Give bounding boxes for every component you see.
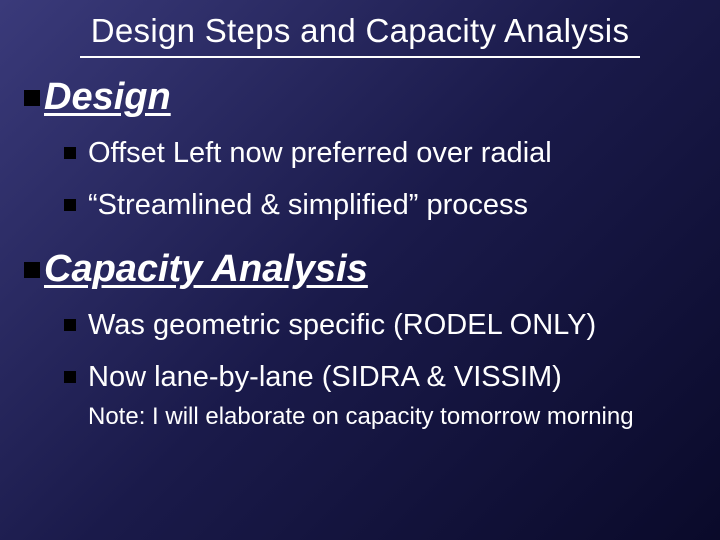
- section-heading-capacity: Capacity Analysis: [22, 248, 698, 291]
- slide: Design Steps and Capacity Analysis Desig…: [0, 0, 720, 540]
- square-bullet-icon: [24, 90, 40, 106]
- list-item-text: Offset Left now preferred over radial: [88, 135, 552, 171]
- list-item-text: Was geometric specific (RODEL ONLY): [88, 307, 596, 343]
- list-item-text: “Streamlined & simplified” process: [88, 187, 528, 223]
- section-heading-text: Capacity Analysis: [44, 248, 368, 291]
- section-heading-text: Design: [44, 76, 171, 119]
- square-bullet-icon: [64, 371, 76, 383]
- title-underline: [80, 56, 640, 58]
- slide-title: Design Steps and Capacity Analysis: [22, 12, 698, 50]
- list-item: “Streamlined & simplified” process: [64, 187, 698, 223]
- list-item: Now lane-by-lane (SIDRA & VISSIM): [64, 359, 698, 395]
- square-bullet-icon: [64, 199, 76, 211]
- square-bullet-icon: [24, 262, 40, 278]
- section-heading-design: Design: [22, 76, 698, 119]
- square-bullet-icon: [64, 147, 76, 159]
- square-bullet-icon: [64, 319, 76, 331]
- list-item: Was geometric specific (RODEL ONLY): [64, 307, 698, 343]
- note-text: Note: I will elaborate on capacity tomor…: [88, 403, 698, 432]
- list-item-text: Now lane-by-lane (SIDRA & VISSIM): [88, 359, 562, 395]
- list-item: Offset Left now preferred over radial: [64, 135, 698, 171]
